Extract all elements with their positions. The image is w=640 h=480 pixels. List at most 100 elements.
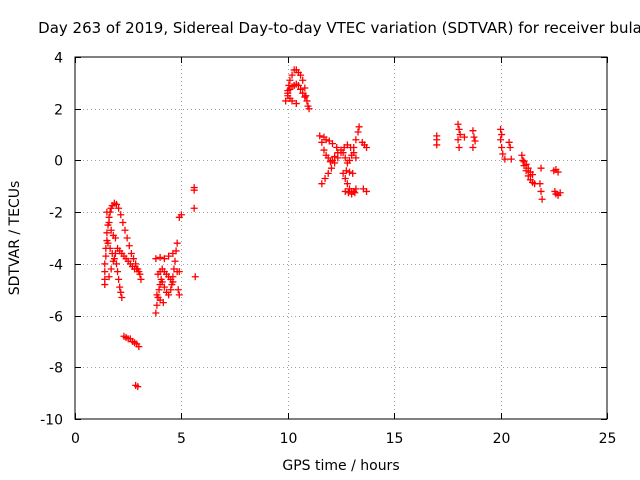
data-point — [165, 252, 173, 260]
data-point — [160, 283, 168, 291]
data-point — [167, 286, 175, 294]
data-point — [175, 291, 183, 299]
data-point — [105, 218, 113, 226]
data-point — [341, 187, 349, 195]
data-point — [497, 136, 505, 144]
data-point — [328, 140, 336, 148]
data-point — [352, 154, 360, 162]
data-point — [499, 150, 507, 158]
data-point — [169, 250, 177, 258]
data-point — [153, 301, 161, 309]
y-tick-label: 0 — [54, 154, 63, 170]
x-tick-labels: 0 5 10 15 20 25 — [71, 431, 616, 447]
data-point — [469, 127, 477, 135]
data-point — [169, 278, 177, 286]
data-point — [115, 204, 123, 212]
data-point — [107, 226, 115, 234]
chart-title: Day 263 of 2019, Sidereal Day-to-day VTE… — [38, 19, 640, 37]
data-point — [455, 125, 463, 133]
y-tick-labels: -10 -8 -6 -4 -2 0 2 4 — [40, 51, 63, 429]
data-point — [537, 164, 545, 172]
data-point — [460, 133, 468, 141]
data-point — [156, 253, 164, 261]
data-point — [303, 97, 311, 105]
data-point — [111, 250, 119, 258]
data-point — [524, 172, 532, 180]
data-point — [190, 204, 198, 212]
grid — [75, 57, 607, 419]
data-point — [334, 154, 342, 162]
data-point — [344, 189, 352, 197]
x-tick-label: 5 — [177, 431, 186, 447]
data-point — [174, 286, 182, 294]
data-point — [152, 255, 160, 263]
data-point — [115, 275, 123, 283]
data-point — [333, 144, 341, 151]
data-point — [354, 128, 362, 136]
data-point — [177, 211, 185, 219]
data-point — [106, 244, 114, 252]
x-tick-label: 10 — [280, 431, 298, 447]
data-point — [153, 291, 161, 299]
data-point — [190, 186, 198, 194]
data-point — [321, 175, 329, 183]
data-point — [470, 133, 478, 141]
data-point — [294, 81, 302, 89]
data-point — [137, 275, 145, 283]
data-point — [158, 278, 166, 286]
data-point — [469, 144, 477, 151]
x-tick-label: 15 — [386, 431, 404, 447]
data-point — [105, 273, 113, 281]
data-point — [112, 200, 120, 208]
data-point — [554, 168, 562, 176]
data-point — [341, 154, 349, 162]
data-point — [101, 260, 109, 268]
data-point — [155, 286, 163, 294]
y-axis-label: SDTVAR / TECUs — [7, 181, 23, 296]
data-point — [191, 273, 199, 281]
data-point — [471, 137, 479, 145]
data-point — [506, 144, 514, 151]
data-point — [454, 120, 462, 128]
data-point — [103, 208, 111, 216]
data-point — [529, 171, 537, 179]
data-point — [318, 180, 326, 188]
data-point — [159, 299, 167, 307]
data-point — [119, 218, 127, 226]
data-point — [518, 151, 526, 159]
data-point — [337, 149, 345, 157]
data-point — [341, 175, 349, 183]
data-points — [101, 66, 564, 391]
data-point — [524, 164, 532, 172]
data-point — [456, 131, 464, 139]
y-tick-label: 2 — [54, 103, 63, 119]
data-point — [175, 268, 183, 276]
data-point — [103, 229, 111, 237]
data-point — [301, 84, 309, 92]
data-point — [324, 154, 332, 162]
data-point — [286, 76, 294, 84]
data-point — [497, 125, 505, 133]
data-point — [117, 288, 125, 296]
data-point — [116, 283, 124, 291]
data-point — [327, 164, 335, 172]
x-axis-label: GPS time / hours — [282, 458, 399, 474]
plot-frame — [74, 56, 608, 420]
data-point — [288, 71, 296, 79]
data-point — [111, 234, 119, 242]
data-point — [101, 275, 109, 283]
data-point — [507, 155, 515, 163]
data-point — [121, 226, 129, 234]
data-point — [109, 257, 117, 265]
x-tick-label: 20 — [493, 431, 511, 447]
data-point — [352, 185, 360, 193]
y-tick-label: -6 — [49, 310, 63, 326]
data-point — [118, 293, 126, 301]
data-point — [297, 85, 305, 93]
data-point — [288, 97, 296, 105]
data-point — [537, 187, 545, 195]
x-tick-label: 0 — [71, 431, 80, 447]
data-point — [519, 156, 527, 164]
